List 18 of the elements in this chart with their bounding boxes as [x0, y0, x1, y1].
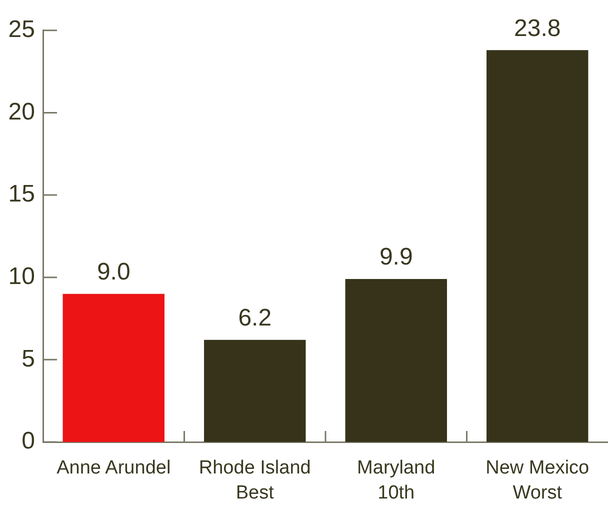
- bar: [345, 279, 447, 442]
- y-tick-label: 20: [8, 98, 35, 126]
- data-label: 9.9: [379, 244, 413, 271]
- data-label: 23.8: [514, 14, 561, 42]
- x-tick-label: Maryland 10th: [357, 458, 436, 504]
- bar: [62, 294, 164, 442]
- x-tick-label: New Mexico Worst: [486, 458, 590, 504]
- bar: [486, 50, 588, 442]
- y-tick-label: 10: [8, 262, 35, 290]
- data-label: 9.0: [96, 258, 130, 286]
- x-tick-label: Anne Arundel: [56, 458, 171, 479]
- bar: [204, 340, 306, 442]
- x-tick-label: Rhode Island Best: [198, 458, 311, 504]
- data-label: 6.2: [238, 304, 272, 332]
- y-tick-label: 5: [22, 345, 35, 372]
- y-tick-label: 15: [8, 180, 35, 208]
- y-tick-label: 0: [22, 428, 35, 455]
- y-tick-label: 25: [8, 16, 35, 44]
